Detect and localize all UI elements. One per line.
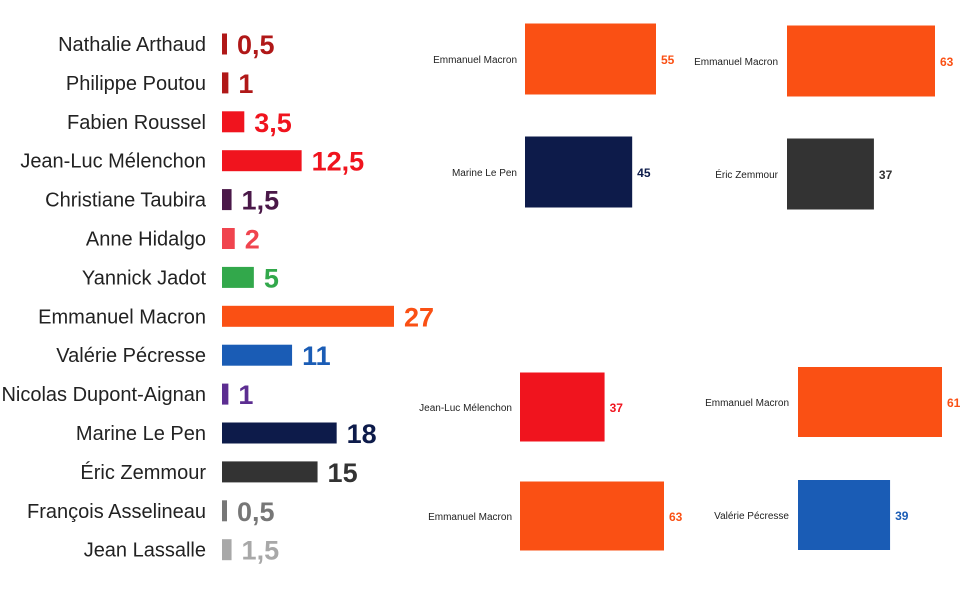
candidate-label: Jean-Luc Mélenchon: [20, 151, 206, 173]
bar-value-label: 1,5: [242, 536, 280, 566]
duel-value-label: 45: [637, 166, 651, 180]
bar-value-label: 2: [245, 225, 260, 255]
bar-11: [222, 461, 318, 483]
duel-bar-3-1: [520, 481, 664, 551]
candidate-label: Valérie Pécresse: [56, 345, 206, 367]
candidate-label: Philippe Poutou: [66, 73, 206, 95]
bar-value-label: 12,5: [312, 147, 365, 177]
candidate-label: Nathalie Arthaud: [58, 34, 206, 56]
candidate-label: Jean Lassalle: [84, 540, 206, 562]
candidate-label: François Asselineau: [27, 501, 206, 523]
bar-10: [222, 422, 337, 444]
candidate-label: Anne Hidalgo: [86, 229, 206, 251]
duel-value-label: 37: [610, 401, 624, 415]
duel-value-label: 63: [940, 55, 954, 69]
bar-8: [222, 344, 293, 366]
bar-12: [222, 500, 227, 522]
candidate-label: Éric Zemmour: [80, 461, 206, 484]
bar-value-label: 27: [404, 302, 434, 332]
bar-value-label: 15: [328, 458, 358, 488]
bar-value-label: 11: [302, 341, 331, 371]
candidate-label: Christiane Taubira: [45, 190, 207, 212]
candidate-label: Marine Le Pen: [76, 423, 206, 445]
candidate-label: Nicolas Dupont-Aignan: [1, 384, 206, 406]
bar-4: [222, 189, 232, 211]
bar-0: [222, 33, 227, 55]
duel-bar-4-1: [798, 480, 891, 550]
bar-value-label: 0,5: [237, 497, 275, 527]
bar-value-label: 5: [264, 263, 279, 293]
candidate-label: Emmanuel Macron: [38, 306, 206, 328]
bar-value-label: 1: [238, 69, 253, 99]
bar-value-label: 0,5: [237, 30, 275, 60]
bar-2: [222, 111, 245, 133]
bar-5: [222, 228, 235, 249]
bar-value-label: 1: [238, 380, 253, 410]
duel-value-label: 37: [879, 168, 893, 182]
candidate-label: Fabien Roussel: [67, 112, 206, 134]
duel-candidate-label: Valérie Pécresse: [714, 511, 789, 522]
duel-candidate-label: Jean-Luc Mélenchon: [419, 403, 512, 414]
duel-value-label: 61: [947, 396, 960, 410]
duel-bar-1-1: [525, 136, 633, 208]
duel-candidate-label: Emmanuel Macron: [433, 55, 517, 66]
duel-bar-4-0: [798, 367, 942, 437]
bar-9: [222, 383, 229, 405]
duel-candidate-label: Marine Le Pen: [452, 168, 517, 179]
bar-3: [222, 150, 302, 172]
duel-bar-2-1: [787, 138, 874, 210]
bar-value-label: 3,5: [254, 108, 292, 138]
duel-value-label: 63: [669, 510, 683, 524]
bar-13: [222, 539, 232, 561]
duel-candidate-label: Éric Zemmour: [715, 168, 778, 181]
bar-6: [222, 266, 254, 288]
duel-value-label: 39: [895, 509, 909, 523]
bar-1: [222, 72, 229, 94]
duel-bar-3-0: [520, 372, 605, 442]
duel-bar-1-0: [525, 23, 656, 95]
bar-value-label: 1,5: [242, 186, 280, 216]
duel-value-label: 55: [661, 53, 675, 67]
duel-candidate-label: Emmanuel Macron: [705, 398, 789, 409]
duel-candidate-label: Emmanuel Macron: [428, 512, 512, 523]
bar-value-label: 18: [347, 419, 377, 449]
candidate-label: Yannick Jadot: [82, 267, 207, 289]
duel-bar-2-0: [787, 25, 935, 97]
bar-7: [222, 305, 394, 327]
duel-candidate-label: Emmanuel Macron: [694, 57, 778, 68]
